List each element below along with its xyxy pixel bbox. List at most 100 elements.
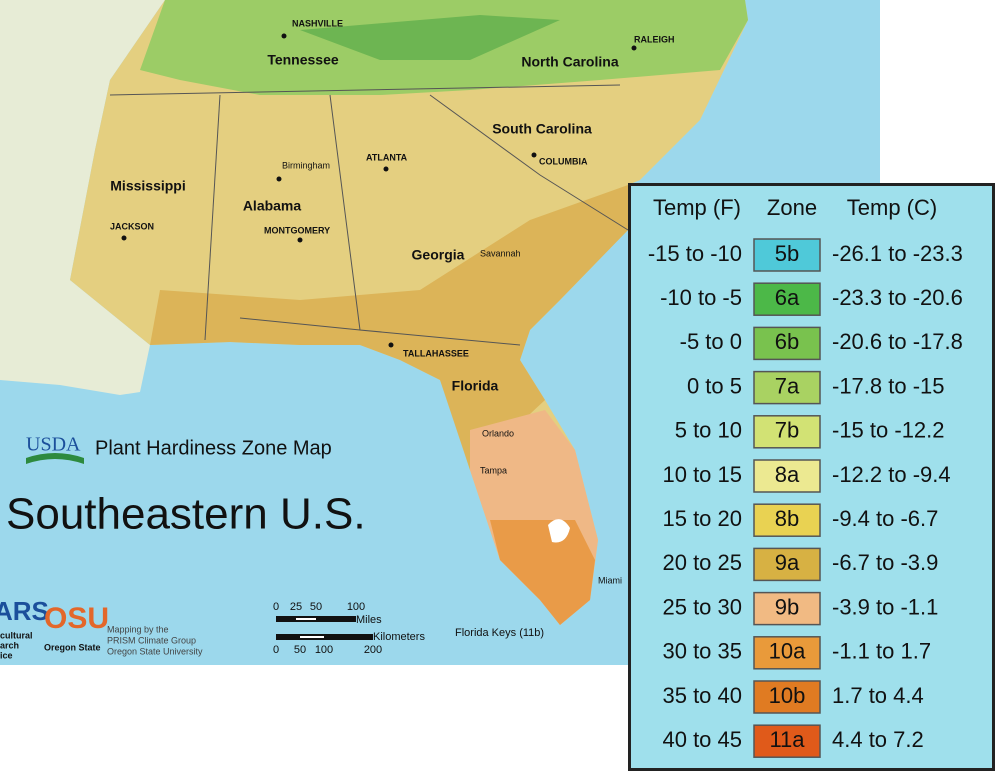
map-title: Southeastern U.S. xyxy=(6,490,366,539)
zone-label: 10b xyxy=(769,683,806,708)
note: Florida Keys (11b) xyxy=(455,627,544,639)
city-marker xyxy=(276,176,282,182)
zone-swatch xyxy=(753,680,821,714)
state-label: Alabama xyxy=(243,198,302,214)
zone-swatch xyxy=(753,503,821,537)
city-label: NASHVILLE xyxy=(292,18,343,28)
city-label: ATLANTA xyxy=(366,152,408,162)
legend-header: Temp (F) xyxy=(653,195,741,220)
scale-unit: Kilometers xyxy=(373,631,425,643)
temp-c: -15 to -12.2 xyxy=(832,418,945,443)
scale-tick-label: 0 xyxy=(273,601,279,613)
scale-tick-label: 50 xyxy=(294,644,306,656)
border xyxy=(204,94,221,341)
scale-unit: Miles xyxy=(356,614,382,626)
ars-text: arch xyxy=(0,640,19,650)
map-labels: Tennessee North Carolina South Carolina Mis… xyxy=(110,18,675,585)
usda-logo: USDA xyxy=(26,434,81,456)
zone-swatch xyxy=(753,326,821,361)
osu-logo: OSU xyxy=(44,602,109,635)
city-label: Orlando xyxy=(482,428,514,438)
lake-okeechobee xyxy=(548,519,570,543)
legend-header: Temp (C) xyxy=(847,195,937,220)
border xyxy=(109,84,621,96)
zone-label: 7a xyxy=(775,373,800,398)
temp-c: -26.1 to -23.3 xyxy=(832,241,963,266)
temp-c: -9.4 to -6.7 xyxy=(832,506,938,531)
city-label: COLUMBIA xyxy=(539,156,588,166)
zone-swatch xyxy=(753,547,821,582)
scale-tick-label: 0 xyxy=(273,644,279,656)
border xyxy=(429,94,629,231)
city-label: Miami xyxy=(598,575,622,585)
zone-swatch xyxy=(753,636,821,670)
temp-c: -17.8 to -15 xyxy=(832,373,945,398)
subtitle: Plant Hardiness Zone Map xyxy=(95,437,332,459)
border xyxy=(239,317,361,331)
temp-c: -1.1 to 1.7 xyxy=(832,639,931,664)
zone-label: 5b xyxy=(775,241,799,266)
city-label: RALEIGH xyxy=(634,34,675,44)
city-marker xyxy=(631,45,637,51)
city-marker xyxy=(383,166,389,172)
ars-text: ice xyxy=(0,650,13,660)
scale-tick-label: 50 xyxy=(310,601,322,613)
osu-name: Oregon State xyxy=(44,642,101,652)
state-borders xyxy=(109,84,629,346)
ars-text: cultural xyxy=(0,630,33,640)
temp-f: 25 to 30 xyxy=(662,594,742,619)
state-label: Tennessee xyxy=(267,52,339,68)
temp-f: -15 to -10 xyxy=(648,241,742,266)
temp-f: 30 to 35 xyxy=(662,639,742,664)
zone-label: 7b xyxy=(775,418,799,443)
temp-f: 5 to 10 xyxy=(675,418,742,443)
city-marker xyxy=(297,237,303,243)
city-label: MONTGOMERY xyxy=(264,225,330,235)
scale-tick-label: 100 xyxy=(347,601,365,613)
scale-segment xyxy=(296,618,316,620)
scale-bar: Miles Kilometers 0 25 50 100 0 50 100 200 xyxy=(273,601,426,656)
temp-f: -5 to 0 xyxy=(680,329,742,354)
zone-swatch xyxy=(753,415,821,449)
state-label: Georgia xyxy=(412,247,465,263)
temp-f: -10 to -5 xyxy=(660,285,742,310)
temp-f: 35 to 40 xyxy=(662,683,742,708)
state-label: Mississippi xyxy=(110,178,185,194)
city-marker xyxy=(121,235,127,241)
mountain-zone xyxy=(300,15,560,60)
ars-logo: ARS xyxy=(0,596,49,626)
state-label: North Carolina xyxy=(521,54,618,70)
city-marker xyxy=(281,33,287,39)
zone-swatch xyxy=(753,282,821,316)
credit: PRISM Climate Group xyxy=(107,635,196,645)
zone-label: 9b xyxy=(775,594,799,619)
zone-label: 11a xyxy=(769,727,805,752)
city-label: Tampa xyxy=(480,465,507,475)
coastal-zone xyxy=(150,185,628,470)
scale-km-bar xyxy=(276,634,373,640)
scale-segment xyxy=(300,636,324,638)
temp-c: 1.7 to 4.4 xyxy=(832,683,924,708)
legend: Temp (F) Zone Temp (C) -15 to -10 5b -26.1 to… xyxy=(648,195,963,758)
zone-label: 10a xyxy=(769,639,806,664)
temp-c: -6.7 to -3.9 xyxy=(832,550,938,575)
south-florida-zone xyxy=(490,520,595,625)
scale-tick-label: 200 xyxy=(364,644,382,656)
city-label: TALLAHASSEE xyxy=(403,348,469,358)
outside-land xyxy=(0,0,165,395)
zone-label: 6b xyxy=(775,329,799,354)
city-label: Savannah xyxy=(480,248,521,258)
temp-f: 15 to 20 xyxy=(662,506,742,531)
temp-f: 40 to 45 xyxy=(662,727,742,752)
state-label: Florida xyxy=(452,378,499,394)
state-label: South Carolina xyxy=(492,121,592,137)
temp-c: -3.9 to -1.1 xyxy=(832,594,938,619)
credit: Oregon State University xyxy=(107,646,203,656)
scale-tick-label: 100 xyxy=(315,644,333,656)
temp-c: 4.4 to 7.2 xyxy=(832,727,924,752)
city-label: Birmingham xyxy=(282,160,330,170)
temp-c: -20.6 to -17.8 xyxy=(832,329,963,354)
scale-tick-label: 25 xyxy=(290,601,302,613)
zone-label: 8b xyxy=(775,506,799,531)
usda-swoosh xyxy=(26,453,84,464)
